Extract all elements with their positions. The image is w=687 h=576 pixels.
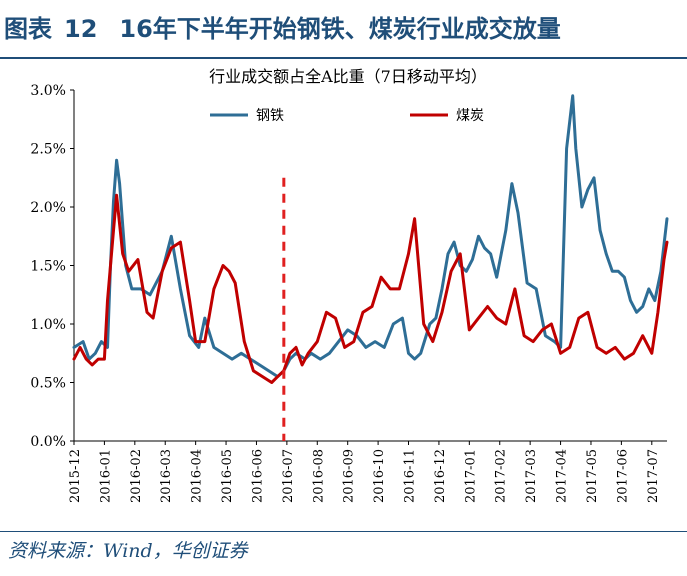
line-chart: 行业成交额占全A比重（7日移动平均） 0.0% 0.5% 1.0% 1.5% 2.0% 2…: [30, 67, 669, 503]
x-tick-label: 2015-12: [68, 449, 83, 503]
x-tick-label: 2017-03: [524, 449, 539, 503]
y-tick-label: 2.0%: [30, 200, 66, 216]
source-divider: [0, 531, 687, 532]
x-tick-label: 2016-03: [159, 449, 174, 503]
y-tick-label: 3.0%: [30, 83, 66, 99]
x-tick-label: 2016-06: [250, 449, 265, 503]
x-tick-label: 2017-01: [463, 449, 478, 503]
y-tick-label: 0.5%: [30, 376, 66, 392]
chart-title: 行业成交额占全A比重（7日移动平均）: [209, 67, 487, 86]
figure-title: 16年下半年开始钢铁、煤炭行业成交放量: [119, 15, 561, 43]
x-tick-label: 2017-05: [585, 449, 600, 503]
x-tick-label: 2017-04: [555, 449, 570, 503]
y-tick-label: 2.5%: [30, 142, 66, 158]
legend-label-steel: 钢铁: [256, 108, 284, 124]
x-tick-label: 2016-07: [281, 449, 296, 503]
x-tick-label: 2016-08: [311, 449, 326, 503]
x-tick-label: 2017-06: [615, 449, 630, 503]
source-note: 资料来源：Wind，华创证券: [8, 540, 248, 562]
x-tick-label: 2016-04: [190, 449, 205, 503]
series-line-steel: [72, 94, 669, 379]
series-line-coal: [72, 193, 669, 384]
x-tick-label: 2016-10: [372, 449, 387, 503]
figure-label: 图表: [4, 15, 52, 43]
y-tick-label: 1.0%: [30, 317, 66, 333]
figure-number: 12: [64, 15, 98, 43]
figure-title-bar: 图表 12 16年下半年开始钢铁、煤炭行业成交放量: [4, 4, 561, 54]
x-tick-label: 2016-02: [129, 449, 144, 503]
legend-label-coal: 煤炭: [456, 108, 484, 124]
x-tick-label: 2016-12: [433, 449, 448, 503]
x-tick-label: 2016-01: [98, 449, 113, 503]
x-tick-label: 2016-09: [342, 449, 357, 503]
x-tick-label: 2016-05: [220, 449, 235, 503]
x-tick-label: 2016-11: [403, 449, 418, 503]
x-tick-label: 2017-07: [646, 449, 661, 503]
x-tick-label: 2017-02: [494, 449, 509, 503]
y-tick-label: 0.0%: [30, 434, 66, 450]
title-divider: [0, 57, 687, 59]
y-tick-label: 1.5%: [30, 259, 66, 275]
